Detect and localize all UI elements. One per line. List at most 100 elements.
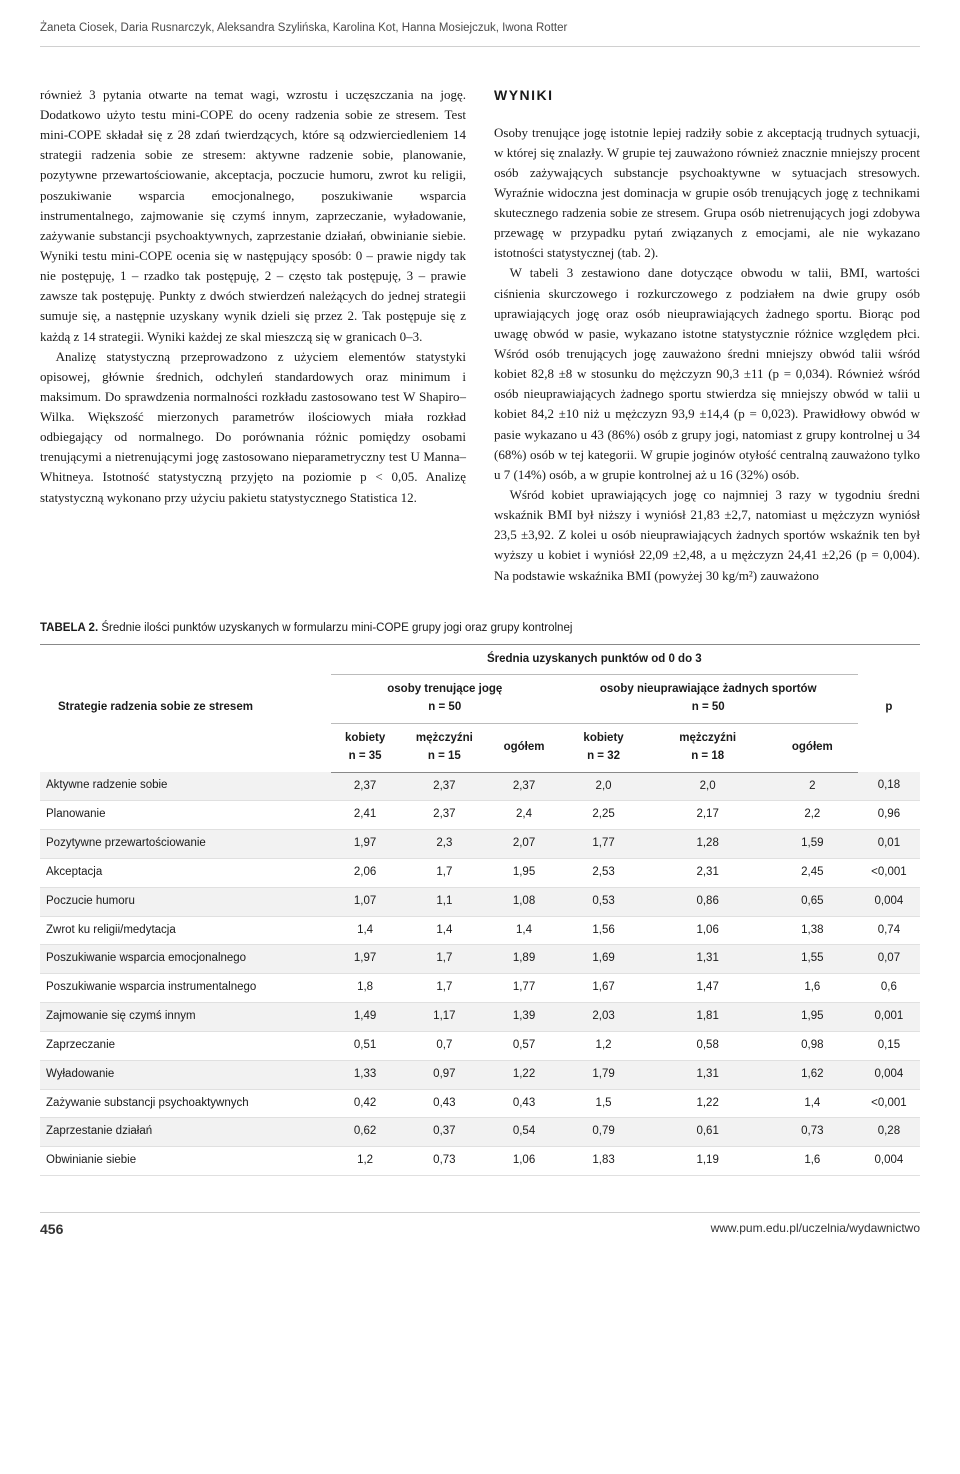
body-paragraph: W tabeli 3 zestawiono dane dotyczące obw… [494,263,920,485]
table-row: Zaprzestanie działań0,620,370,540,790,61… [40,1118,920,1147]
col-header-strategy: Strategie radzenia sobie ze stresem [40,644,331,772]
table-cell: 0,96 [858,801,920,830]
table-caption-text: Średnie ilości punktów uzyskanych w form… [101,622,572,634]
col-subheader-n: n = 35 [337,748,393,766]
table-label: TABELA 2. [40,622,98,634]
table-cell: 1,33 [331,1060,399,1089]
row-label: Pozytywne przewartościowanie [40,830,331,859]
table-cell: 2,41 [331,801,399,830]
table-cell: 1,95 [767,1003,858,1032]
col-header-yoga-group: osoby trenujące jogę n = 50 [331,675,559,724]
table-row: Planowanie2,412,372,42,252,172,20,96 [40,801,920,830]
body-paragraph: Osoby trenujące jogę istotnie lepiej rad… [494,123,920,264]
table-cell: 0,42 [331,1089,399,1118]
table-cell: 1,77 [559,830,649,859]
table-cell: 1,08 [489,887,558,916]
table-cell: 1,4 [331,916,399,945]
col-subheader-kobiety: kobiety n = 32 [559,723,649,772]
table-cell: 0,07 [858,945,920,974]
table-cell: 0,43 [489,1089,558,1118]
table-cell: 2,31 [648,859,766,888]
table-cell: 1,2 [331,1147,399,1176]
table-cell: 0,004 [858,1060,920,1089]
body-paragraph: również 3 pytania otwarte na temat wagi,… [40,85,466,347]
table-cell: 1,83 [559,1147,649,1176]
table-cell: 0,37 [399,1118,489,1147]
table-cell: 0,54 [489,1118,558,1147]
table-cell: 1,22 [648,1089,766,1118]
table-cell: 2,45 [767,859,858,888]
table-cell: 1,4 [399,916,489,945]
table-cell: 0,74 [858,916,920,945]
table-cell: 1,19 [648,1147,766,1176]
table-cell: 0,97 [399,1060,489,1089]
table-cell: 0,57 [489,1031,558,1060]
table-cell: 1,4 [767,1089,858,1118]
table-cell: 1,28 [648,830,766,859]
table-cell: 2 [767,772,858,801]
table-cell: 1,31 [648,1060,766,1089]
table-cell: 1,5 [559,1089,649,1118]
table-cell: 0,86 [648,887,766,916]
table-row: Zaprzeczanie0,510,70,571,20,580,980,15 [40,1031,920,1060]
table-cell: 2,37 [331,772,399,801]
table-cell: <0,001 [858,859,920,888]
table-cell: 1,6 [767,974,858,1003]
two-column-body: również 3 pytania otwarte na temat wagi,… [40,85,920,586]
right-column: WYNIKI Osoby trenujące jogę istotnie lep… [494,85,920,586]
row-label: Wyładowanie [40,1060,331,1089]
table-cell: 0,98 [767,1031,858,1060]
col-header-yoga-n: n = 50 [337,699,553,717]
table-cell: 2,17 [648,801,766,830]
table-cell: 1,22 [489,1060,558,1089]
row-label: Obwinianie siebie [40,1147,331,1176]
table-cell: 1,81 [648,1003,766,1032]
table-cell: 2,37 [489,772,558,801]
table-cell: 2,25 [559,801,649,830]
table-cell: 2,4 [489,801,558,830]
row-label: Zaprzeczanie [40,1031,331,1060]
table-cell: 0,58 [648,1031,766,1060]
col-subheader-label: mężczyźni [405,730,483,748]
table-cell: 1,67 [559,974,649,1003]
table-row: Zwrot ku religii/medytacja1,41,41,41,561… [40,916,920,945]
table-row: Wyładowanie1,330,971,221,791,311,620,004 [40,1060,920,1089]
col-subheader-kobiety: kobiety n = 35 [331,723,399,772]
table-cell: 1,1 [399,887,489,916]
table-cell: 1,07 [331,887,399,916]
table-cell: 1,2 [559,1031,649,1060]
table-cell: 1,7 [399,859,489,888]
table-cell: 0,001 [858,1003,920,1032]
footer-url: www.pum.edu.pl/uczelnia/wydawnictwo [711,1219,920,1241]
table-cell: 2,37 [399,772,489,801]
table-cell: 1,95 [489,859,558,888]
table-cell: 0,43 [399,1089,489,1118]
row-label: Poczucie humoru [40,887,331,916]
table-row: Poszukiwanie wsparcia emocjonalnego1,971… [40,945,920,974]
table-cell: 1,49 [331,1003,399,1032]
col-subheader-n: n = 32 [565,748,643,766]
row-label: Akceptacja [40,859,331,888]
table-cell: 1,4 [489,916,558,945]
table-cell: 1,55 [767,945,858,974]
left-column: również 3 pytania otwarte na temat wagi,… [40,85,466,586]
table-cell: 1,77 [489,974,558,1003]
table-cell: 0,65 [767,887,858,916]
table-cell: 1,38 [767,916,858,945]
table-cell: 2,37 [399,801,489,830]
row-label: Planowanie [40,801,331,830]
col-header-p: p [858,644,920,772]
col-header-none-label: osoby nieuprawiające żadnych sportów [565,681,852,699]
col-header-none-n: n = 50 [565,699,852,717]
table-cell: 1,97 [331,830,399,859]
table-cell: 0,79 [559,1118,649,1147]
col-subheader-ogolem: ogółem [767,723,858,772]
col-subheader-label: kobiety [337,730,393,748]
table-cell: 0,62 [331,1118,399,1147]
table-cell: 0,73 [767,1118,858,1147]
col-header-yoga-label: osoby trenujące jogę [337,681,553,699]
table-cell: 0,004 [858,1147,920,1176]
col-subheader-ogolem: ogółem [489,723,558,772]
table-cell: 2,2 [767,801,858,830]
table-cell: 0,53 [559,887,649,916]
